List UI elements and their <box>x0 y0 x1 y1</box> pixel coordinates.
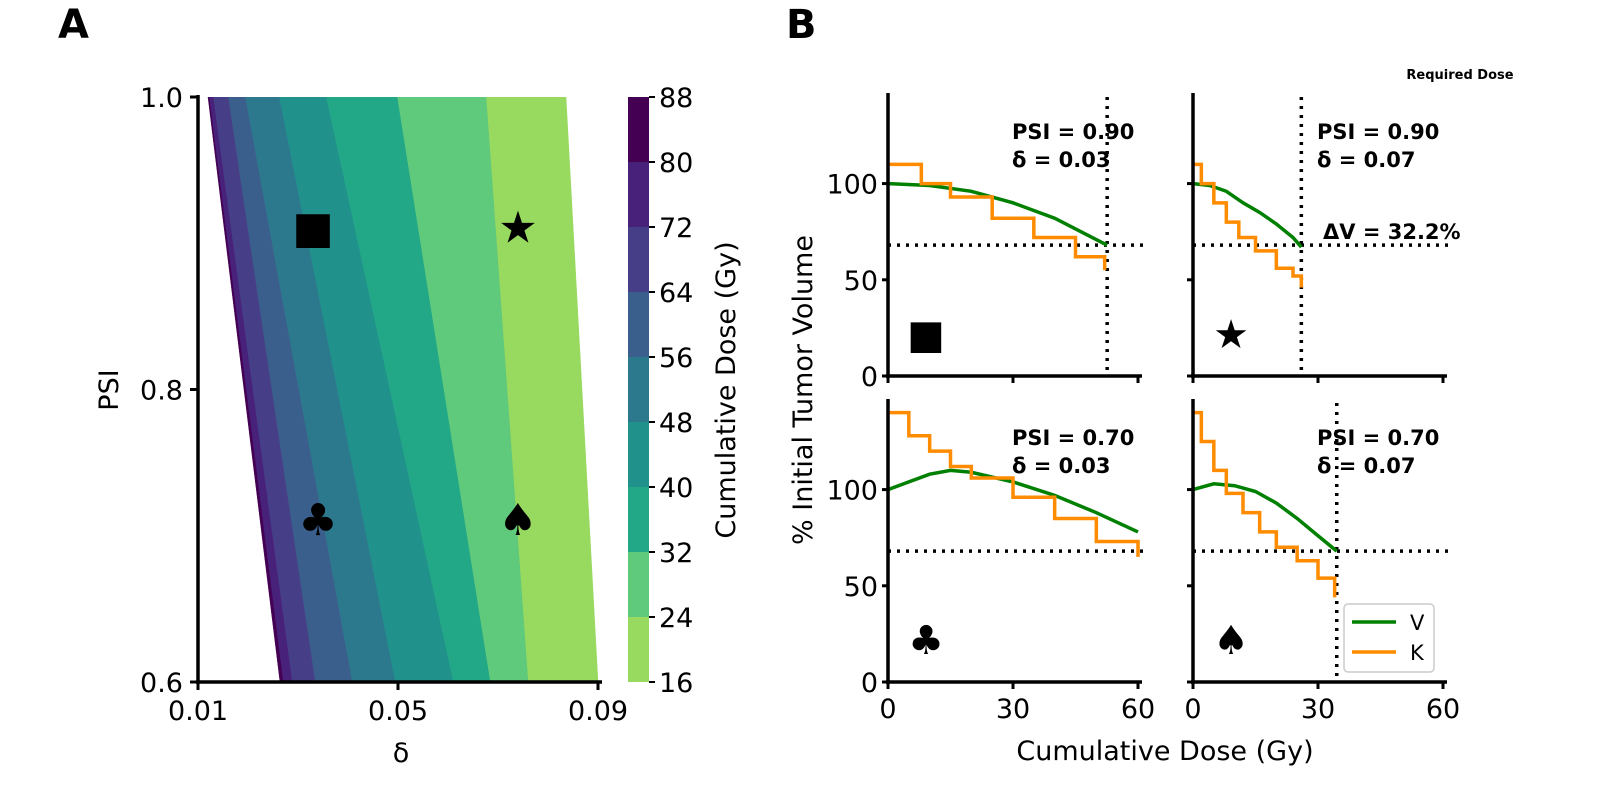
heatmap-band <box>207 97 284 682</box>
required-dose-label: Required Dose <box>1406 68 1513 83</box>
colorbar-band <box>628 552 649 617</box>
colorbar-tick-label: 88 <box>659 83 693 114</box>
colorbar-band <box>628 292 649 357</box>
curves-ylabel: % Initial Tumor Volume <box>788 235 819 545</box>
subplot-xtick-label: 30 <box>996 694 1030 725</box>
colorbar: 16 24 32 40 48 56 64 72 80 88 Cumulative Dose (Gy… <box>628 83 742 699</box>
heatmap-ytick-label: 1.0 <box>140 83 183 114</box>
subplot-xtick-label: 30 <box>1301 694 1335 725</box>
subplot-symbol: ■ <box>907 312 945 358</box>
colorbar-tick-label: 32 <box>659 538 693 569</box>
colorbar-tick-label: 24 <box>659 603 693 634</box>
heatmap-ytick-label: 0.8 <box>140 376 183 407</box>
colorbar-tick-label: 64 <box>659 278 693 309</box>
legend: V K <box>1343 603 1435 673</box>
subplot-ytick-label: 0 <box>861 668 878 699</box>
subplot-ytick-label: 50 <box>844 266 878 297</box>
colorbar-band <box>628 162 649 227</box>
colorbar-tick-label: 80 <box>659 148 693 179</box>
colorbar-band <box>628 487 649 552</box>
series-v-line <box>1193 482 1338 553</box>
delta-v-annotation: ΔV = 32.2% <box>1323 220 1461 244</box>
series-k-line <box>888 410 1140 557</box>
heatmap-xtick-label: 0.05 <box>368 696 428 727</box>
colorbar-bands <box>628 97 649 682</box>
subplot-4: 0 30 60 PSI = 0.70 δ = 0.07 ♠ <box>1184 399 1460 725</box>
heatmap-ticks: 0.01 0.05 0.09 0.6 0.8 1.0 <box>140 83 628 727</box>
colorbar-label: Cumulative Dose (Gy) <box>711 241 742 538</box>
series-k-line <box>888 162 1107 271</box>
heatmap-xtick-label: 0.09 <box>568 696 628 727</box>
subplot-2: PSI = 0.90 δ = 0.07 ΔV = 32.2% ★ <box>1187 93 1461 383</box>
heatmap-markers: ■ ★ ♣ ♠ <box>292 203 538 547</box>
subplot-symbol: ♠ <box>1213 618 1249 664</box>
legend-label-v: V <box>1410 611 1425 635</box>
colorbar-band <box>628 97 649 162</box>
subplot-1: 0 50 100 PSI = 0.90 δ = 0.03 ■ <box>826 93 1144 393</box>
psi-annotation: PSI = 0.90 <box>1317 120 1439 144</box>
panel-a-letter: A <box>58 2 89 48</box>
heatmap-marker: ★ <box>498 203 537 254</box>
subplot-xtick-label: 0 <box>1184 694 1201 725</box>
colorbar-tick-label: 40 <box>659 473 693 504</box>
colorbar-tick-label: 56 <box>659 343 693 374</box>
heatmap-ytick-label: 0.6 <box>140 668 183 699</box>
subplot-3: 0 30 60 0 50 100 PSI = 0.70 δ = 0.03 ♣ <box>826 399 1155 725</box>
psi-annotation: PSI = 0.70 <box>1012 426 1134 450</box>
delta-annotation: δ = 0.03 <box>1012 148 1110 172</box>
colorbar-band <box>628 227 649 292</box>
psi-annotation: PSI = 0.70 <box>1317 426 1439 450</box>
subplot-ytick-label: 50 <box>844 572 878 603</box>
colorbar-band <box>628 617 649 682</box>
heatmap-marker: ♣ <box>298 495 337 546</box>
psi-annotation: PSI = 0.90 <box>1012 120 1134 144</box>
colorbar-tick-label: 48 <box>659 408 693 439</box>
delta-annotation: δ = 0.07 <box>1317 454 1415 478</box>
volume-curves: 0 50 100 PSI = 0.90 δ = 0.03 ■ PSI = 0.90 δ = 0… <box>826 93 1461 725</box>
heatmap-xlabel: δ <box>393 738 410 769</box>
subplot-symbol: ♣ <box>908 618 944 664</box>
subplot-ytick-label: 100 <box>826 476 878 507</box>
colorbar-tick-label: 16 <box>659 668 693 699</box>
series-k-line <box>1193 162 1304 288</box>
legend-label-k: K <box>1410 641 1425 665</box>
dose-heatmap: ■ ★ ♣ ♠ 0.01 0.05 0.09 0.6 0.8 1.0 δ PSI <box>94 83 628 769</box>
heatmap-bands <box>207 97 598 682</box>
series-k-line <box>1193 410 1337 598</box>
subplot-xtick-label: 60 <box>1426 694 1460 725</box>
delta-annotation: δ = 0.07 <box>1317 148 1415 172</box>
subplot-ytick-label: 0 <box>861 362 878 393</box>
curves-xlabel: Cumulative Dose (Gy) <box>1016 736 1313 767</box>
delta-annotation: δ = 0.03 <box>1012 454 1110 478</box>
heatmap-marker: ♠ <box>498 495 537 546</box>
subplot-xtick-label: 60 <box>1121 694 1155 725</box>
subplot-ytick-label: 100 <box>826 170 878 201</box>
subplot-symbol: ★ <box>1213 312 1249 358</box>
panel-b-letter: B <box>786 2 817 48</box>
colorbar-tick-label: 72 <box>659 213 693 244</box>
subplot-xtick-label: 0 <box>879 694 896 725</box>
heatmap-xtick-label: 0.01 <box>168 696 228 727</box>
colorbar-band <box>628 357 649 422</box>
heatmap-marker: ■ <box>292 203 334 254</box>
heatmap-ylabel: PSI <box>94 369 125 410</box>
colorbar-ticks: 16 24 32 40 48 56 64 72 80 88 <box>649 83 693 699</box>
colorbar-band <box>628 422 649 487</box>
